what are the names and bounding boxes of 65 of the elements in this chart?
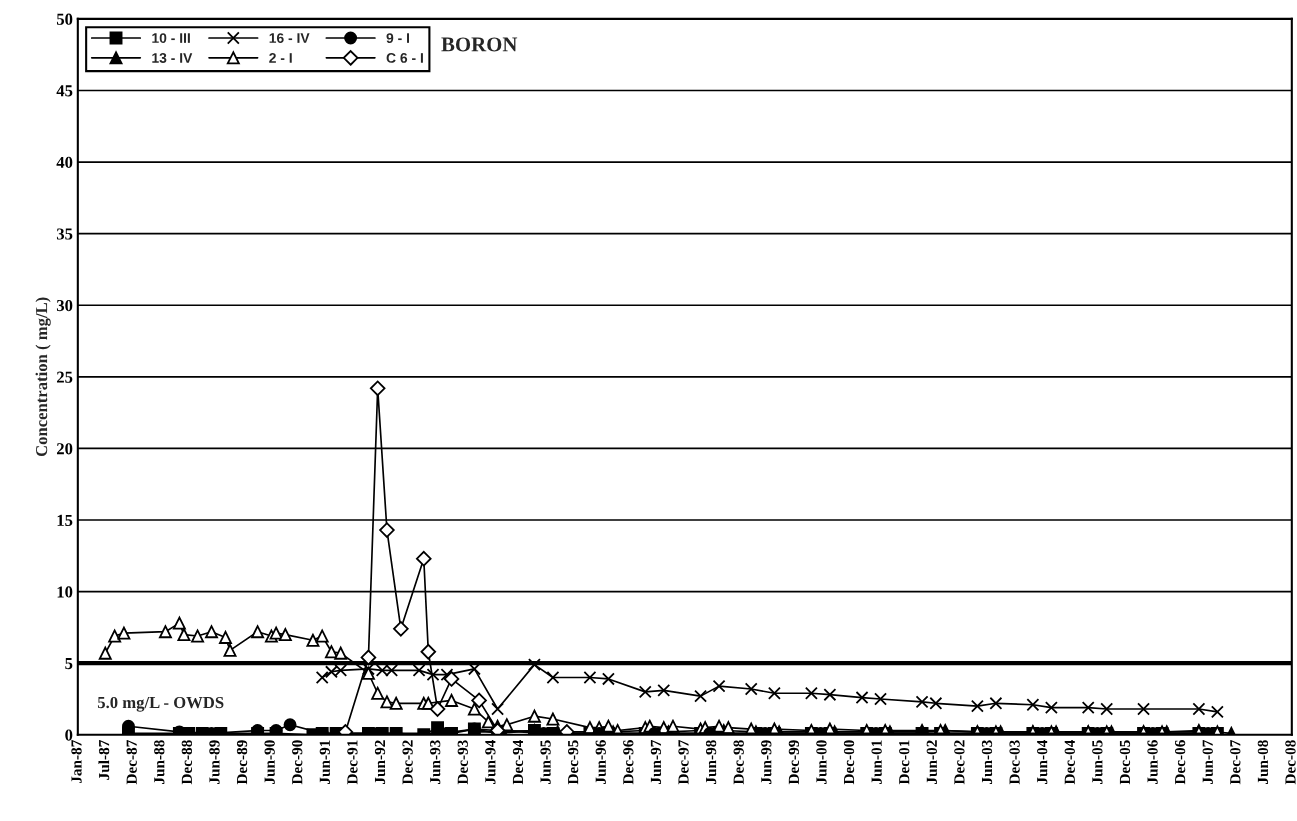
x-tick-label: Jun-06 [1147,740,1158,784]
y-tick-label: 15 [57,514,73,526]
x-tick-label: Dec-07 [1230,740,1241,785]
x-tick-label: Jun-00 [816,740,827,784]
y-tick-label: 5 [65,658,73,670]
y-tick-label: 30 [56,299,73,312]
x-tick-label: Dec-04 [1064,739,1075,785]
x-tick-label: Dec-05 [1119,740,1131,785]
x-tick-label: Jun-05 [1092,740,1103,784]
x-tick-label: Dec-95 [568,740,579,785]
x-tick-label: Dec-87 [126,740,137,785]
y-tick-label: 20 [56,443,73,455]
y-tick-label: 40 [56,156,73,169]
x-tick-label: Jun-88 [154,740,165,784]
y-tick-label: 45 [56,85,73,97]
y-tick-label: 50 [56,13,73,25]
x-tick-label: Dec-03 [1009,740,1020,785]
x-tick-label: Dec-06 [1174,740,1186,785]
x-tick-label: Dec-88 [181,740,193,785]
x-tick-label: Jun-03 [981,740,993,784]
legend-label: 2 - I [269,53,292,63]
x-tick-label: Dec-08 [1285,740,1296,785]
x-tick-label: Dec-00 [843,740,855,785]
x-tick-label: Jun-04 [1037,739,1048,784]
y-tick-label: 35 [56,228,73,240]
x-tick-label: Dec-01 [899,740,910,785]
x-tick-label: Jun-93 [430,740,441,784]
x-tick-label: Jun-94 [485,739,496,784]
x-tick-label: Jun-92 [374,740,386,784]
legend-label: 16 - IV [269,33,310,43]
x-tick-label: Dec-89 [236,740,248,785]
x-tick-label: Jun-98 [705,740,717,784]
x-tick-label: Jun-95 [540,740,551,784]
x-tick-label: Jun-91 [319,740,330,784]
x-tick-label: Dec-91 [347,740,358,785]
x-tick-label: Dec-02 [954,740,965,785]
x-tick-label: Dec-93 [457,740,468,785]
x-tick-label: Jun-90 [264,740,275,784]
x-tick-label: Dec-90 [292,740,303,785]
x-tick-label: Dec-99 [788,740,799,785]
legend-label: C 6 - I [386,53,423,63]
x-tick-label: Jan-87 [71,740,82,784]
x-tick-label: Jun-99 [761,740,772,784]
legend-label: 9 - I [386,33,410,43]
x-tick-label: Jun-08 [1257,740,1269,784]
x-tick-label: Jun-89 [209,740,220,784]
x-tick-label: Dec-98 [733,740,744,785]
x-tick-label: Jun-07 [1202,740,1213,784]
x-tick-label: Dec-92 [402,740,413,785]
y-tick-label: 10 [57,586,73,598]
y-tick-label: 0 [65,729,73,741]
x-tick-label: Dec-96 [623,740,634,785]
y-axis-title: Concentration ( mg/L) [35,297,51,457]
x-tick-label: Jun-97 [650,740,662,784]
ref-line-label: 5.0 mg/L - OWDS [97,696,224,712]
x-tick-label: Jun-02 [926,740,937,784]
x-tick-label: Jun-01 [871,740,882,784]
legend-label: 10 - III [152,33,190,43]
x-tick-label: Jul-87 [98,740,110,780]
y-tick-label: 25 [56,371,73,383]
x-tick-label: Dec-97 [678,740,689,785]
legend-label: 13 - IV [152,53,193,63]
x-tick-label: Jun-96 [595,740,606,784]
x-tick-label: Dec-94 [512,739,524,785]
text: BORON [441,37,518,52]
